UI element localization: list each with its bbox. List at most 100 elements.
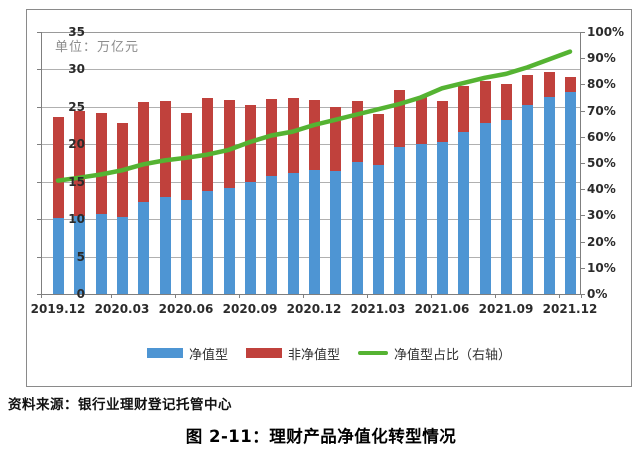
- chart-plot-area: [37, 32, 585, 298]
- left-axis-tick: [37, 294, 41, 295]
- bar-segment-non-net-value: [564, 76, 576, 92]
- bar-segment-non-net-value: [522, 74, 534, 106]
- bar-segment-net-value: [159, 196, 171, 294]
- bar-segment-non-net-value: [308, 100, 320, 170]
- bar-segment-net-value: [543, 97, 555, 294]
- x-axis-tick: [41, 294, 42, 298]
- right-axis-tick: [581, 136, 585, 138]
- legend-item-net-value: 净值型: [146, 344, 228, 363]
- bar-segment-net-value: [74, 216, 86, 294]
- legend-label-net-value: 净值型: [188, 347, 228, 363]
- legend-label-pct-line: 净值型占比（右轴）: [394, 347, 512, 363]
- right-axis-tick-label: 90%: [587, 51, 616, 66]
- net-value-swatch: [146, 348, 183, 358]
- gridline: [41, 32, 581, 33]
- pct-line-swatch: [358, 351, 388, 355]
- figure-title: 图 2-11：理财产品净值化转型情况: [185, 427, 457, 446]
- bar-segment-net-value: [244, 181, 256, 294]
- bar-segment-net-value: [180, 200, 192, 294]
- right-axis-tick-label: 10%: [587, 260, 616, 275]
- legend-item-non-net-value: 非净值型: [245, 344, 340, 363]
- x-axis-tick: [111, 294, 113, 298]
- x-axis-tick: [239, 294, 241, 298]
- pct-line-series: [55, 49, 573, 183]
- right-axis-tick-label: 80%: [587, 77, 616, 92]
- bar-segment-net-value: [372, 164, 384, 294]
- bar-segment-net-value: [330, 171, 342, 294]
- bar-segment-net-value: [458, 131, 470, 294]
- bar-segment-non-net-value: [479, 80, 491, 123]
- bar-segment-net-value: [415, 144, 427, 294]
- bar-segment-net-value: [138, 201, 150, 294]
- bar-segment-net-value: [223, 187, 235, 294]
- left-axis-tick: [37, 144, 41, 146]
- left-axis-tick-label: 5: [76, 249, 85, 264]
- right-axis-tick-label: 70%: [587, 103, 616, 118]
- left-axis-tick: [37, 181, 41, 183]
- bar-segment-non-net-value: [159, 100, 171, 197]
- bar-segment-non-net-value: [458, 85, 470, 132]
- right-axis-tick: [581, 294, 585, 295]
- right-axis-tick: [581, 215, 585, 217]
- bar-segment-net-value: [308, 169, 320, 294]
- x-axis-tick-label: 2020.09: [222, 302, 278, 316]
- x-axis-tick-label: 2021.09: [478, 302, 534, 316]
- x-axis-tick-label: 2020.12: [286, 302, 342, 316]
- x-axis-tick: [431, 294, 433, 298]
- left-axis-tick-label: 15: [68, 174, 85, 189]
- bar-segment-non-net-value: [415, 97, 427, 145]
- left-axis-tick-label: 35: [68, 25, 85, 39]
- bar-segment-net-value: [53, 218, 64, 294]
- bar-segment-net-value: [351, 162, 363, 294]
- legend-item-pct-line: 净值型占比（右轴）: [358, 344, 511, 363]
- x-axis-tick-label: 2020.03: [94, 302, 150, 316]
- left-axis-tick-label: 25: [68, 99, 85, 114]
- bar-segment-non-net-value: [202, 97, 214, 191]
- bar-segment-non-net-value: [436, 100, 448, 143]
- bar-segment-non-net-value: [500, 84, 512, 120]
- x-axis-tick: [367, 294, 369, 298]
- x-axis-tick-label: 2021.06: [414, 302, 470, 316]
- bar-segment-non-net-value: [372, 113, 384, 165]
- left-axis-tick-label: 10: [68, 212, 85, 227]
- left-axis-tick-label: 20: [68, 137, 85, 152]
- non-net-value-swatch: [245, 348, 282, 358]
- right-axis-tick-label: 100%: [587, 25, 625, 39]
- bar-segment-net-value: [202, 190, 214, 294]
- right-axis-tick: [581, 189, 585, 191]
- x-axis-tick-label: 2021.03: [350, 302, 406, 316]
- bar-segment-net-value: [266, 176, 278, 294]
- bar-segment-non-net-value: [138, 101, 150, 202]
- right-axis-tick: [581, 32, 585, 33]
- bar-segment-net-value: [500, 119, 512, 294]
- bar-segment-net-value: [522, 105, 534, 294]
- gridline: [41, 69, 581, 71]
- left-axis-tick-label: 30: [68, 62, 85, 77]
- left-axis-tick: [37, 32, 41, 33]
- bar-segment-net-value: [479, 122, 491, 294]
- bar-segment-non-net-value: [223, 100, 235, 188]
- right-axis-line: [580, 32, 581, 294]
- right-axis-tick-label: 40%: [587, 182, 616, 197]
- x-axis-tick-label: 2019.12: [30, 302, 86, 316]
- legend-label-non-net-value: 非净值型: [287, 347, 340, 363]
- right-axis-tick-label: 0%: [587, 287, 608, 301]
- right-axis-tick-label: 60%: [587, 129, 616, 144]
- unit-label: 单位：万亿元: [55, 40, 140, 55]
- x-axis-tick: [495, 294, 497, 298]
- x-axis-tick: [303, 294, 305, 298]
- right-axis-tick: [581, 241, 585, 243]
- bar-segment-non-net-value: [330, 106, 342, 172]
- x-axis-tick: [581, 294, 582, 298]
- bar-segment-net-value: [116, 216, 128, 294]
- bar-segment-non-net-value: [53, 116, 64, 219]
- left-axis-tick-label: 0: [76, 287, 85, 301]
- right-axis-tick: [581, 267, 585, 269]
- left-axis-tick: [37, 256, 41, 258]
- right-axis-tick-label: 30%: [587, 208, 616, 223]
- figure-box: 单位：万亿元 35 30 25 20 15 10 5 0 100% 90% 80% 70% 60% 50…: [26, 9, 632, 387]
- chart-legend: 净值型 非净值型 净值型占比（右轴）: [27, 343, 631, 363]
- left-axis-tick: [37, 219, 41, 221]
- right-axis-tick: [581, 84, 585, 86]
- bar-segment-net-value: [95, 213, 107, 294]
